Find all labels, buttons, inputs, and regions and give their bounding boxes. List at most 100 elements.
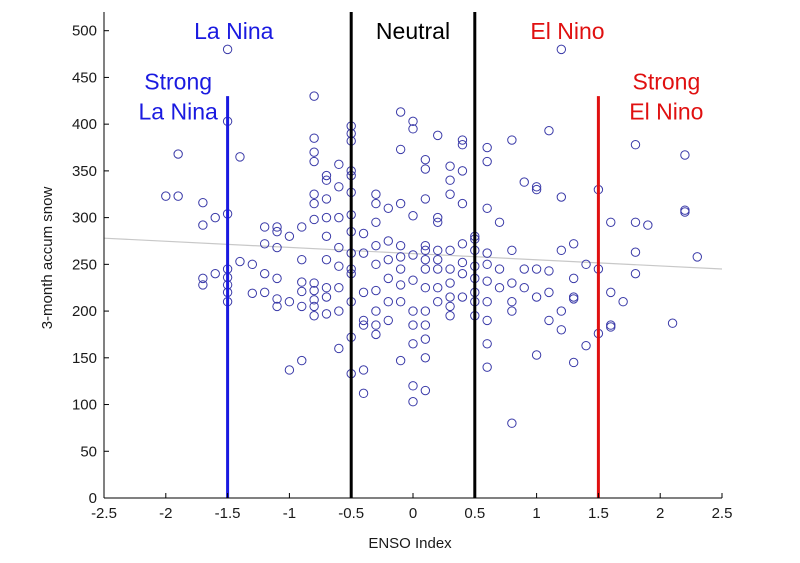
data-point [371, 320, 381, 330]
y-tick-label: 150 [72, 350, 97, 367]
data-point [445, 161, 455, 171]
data-point [395, 264, 406, 274]
data-point [544, 125, 554, 136]
data-point [433, 254, 443, 265]
data-point [544, 287, 554, 298]
data-point [259, 268, 270, 279]
data-point [581, 259, 591, 270]
data-point [507, 297, 517, 307]
data-point [358, 248, 369, 258]
data-point [482, 362, 492, 372]
y-tick-label: 100 [72, 397, 97, 414]
data-point [531, 184, 542, 195]
data-point [334, 261, 344, 271]
data-point [544, 266, 554, 276]
data-point [568, 239, 579, 249]
data-point [272, 242, 282, 253]
data-point [222, 44, 233, 55]
data-point [408, 250, 418, 260]
data-point [482, 156, 492, 167]
data-point [309, 295, 319, 305]
data-point [420, 283, 431, 293]
data-point [457, 239, 468, 249]
data-point [297, 355, 307, 366]
data-point [247, 288, 258, 299]
data-point [371, 329, 381, 340]
data-point [680, 207, 690, 217]
data-point [420, 154, 431, 165]
axes: -2.5 -2 -1.5 -1 -0.5 0 0.5 1 1.5 2 2.5 0 50 100 150 200… [72, 12, 732, 522]
data-point [445, 189, 455, 199]
data-point [321, 175, 332, 185]
data-point [259, 239, 270, 249]
data-point [408, 381, 418, 391]
data-point [606, 322, 616, 332]
data-point [309, 214, 319, 225]
data-point [482, 142, 492, 153]
data-point [531, 292, 542, 302]
data-point [272, 294, 282, 304]
data-point [420, 334, 431, 344]
y-axis-label: 3-month accum snow [39, 187, 56, 330]
data-point [556, 192, 567, 202]
data-point [433, 264, 443, 274]
data-point [334, 283, 344, 293]
x-tick-label: -2 [159, 505, 172, 522]
data-point [445, 292, 455, 302]
data-point [507, 306, 517, 316]
data-point [408, 275, 418, 285]
data-point [630, 247, 641, 257]
data-point [247, 259, 258, 270]
data-point [210, 212, 220, 223]
data-point [272, 301, 282, 312]
data-point [297, 254, 307, 265]
data-point [445, 175, 455, 185]
data-point [433, 217, 443, 227]
data-point [210, 268, 220, 279]
data-point [383, 203, 393, 213]
data-point [568, 357, 579, 368]
data-point [408, 339, 418, 349]
data-point [235, 152, 245, 162]
data-point [371, 189, 381, 199]
data-point [284, 297, 295, 307]
data-point [643, 220, 653, 230]
data-point [630, 268, 641, 279]
data-point [420, 320, 431, 330]
data-point [531, 350, 542, 360]
data-point [395, 280, 406, 290]
x-tick-label: -2.5 [91, 505, 117, 522]
y-tick-label: 500 [72, 23, 97, 40]
data-point [371, 240, 381, 251]
data-point [297, 277, 307, 287]
data-point [235, 256, 245, 267]
data-point [519, 264, 529, 274]
data-point [606, 217, 616, 227]
data-point [482, 276, 492, 286]
data-point [482, 315, 492, 326]
data-point [420, 254, 431, 265]
data-point [606, 287, 616, 298]
data-point [297, 301, 307, 312]
data-point [272, 226, 282, 237]
data-point [334, 306, 344, 316]
data-point [321, 283, 332, 293]
data-point [482, 339, 492, 349]
data-point [445, 245, 455, 256]
data-point [445, 278, 455, 288]
data-point [519, 283, 529, 293]
y-tick-label: 200 [72, 303, 97, 320]
data-point [371, 217, 381, 227]
y-tick-label: 50 [80, 443, 97, 460]
data-point [494, 217, 505, 227]
data-point [457, 198, 468, 209]
data-point [358, 315, 369, 326]
x-tick-label: -1.5 [215, 505, 241, 522]
data-point [408, 320, 418, 330]
data-point [482, 203, 492, 213]
plot-marks: Strong La Nina Strong El Nino La Nina Neutral… [103, 12, 723, 498]
data-point [519, 177, 529, 187]
y-tick-label: 350 [72, 163, 97, 180]
data-point [544, 315, 554, 326]
